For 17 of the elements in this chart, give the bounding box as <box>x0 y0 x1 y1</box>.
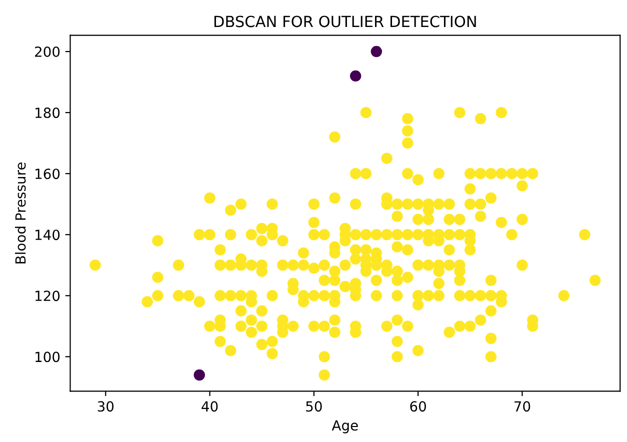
y-tick-label: 160 <box>36 168 60 180</box>
y-tick-label: 140 <box>36 230 60 240</box>
point <box>194 369 205 381</box>
y-tick-label: 200 <box>35 46 60 58</box>
x-tick-label: 60 <box>410 401 426 412</box>
x-tick-label: 70 <box>514 401 530 412</box>
point <box>370 46 382 58</box>
point <box>350 70 362 82</box>
x-tick-label: 40 <box>202 401 218 412</box>
x-axis-title: Age <box>332 420 358 434</box>
chart-title: DBSCAN FOR OUTLIER DETECTION <box>214 16 476 28</box>
y-tick-label: 100 <box>36 352 60 362</box>
x-tick-label: 50 <box>306 401 322 412</box>
y-axis-title: Blood Pressure <box>14 162 26 264</box>
y-tick-label: 120 <box>36 290 60 302</box>
y-tick-label: 180 <box>36 108 60 118</box>
x-tick-label: 30 <box>98 401 114 412</box>
